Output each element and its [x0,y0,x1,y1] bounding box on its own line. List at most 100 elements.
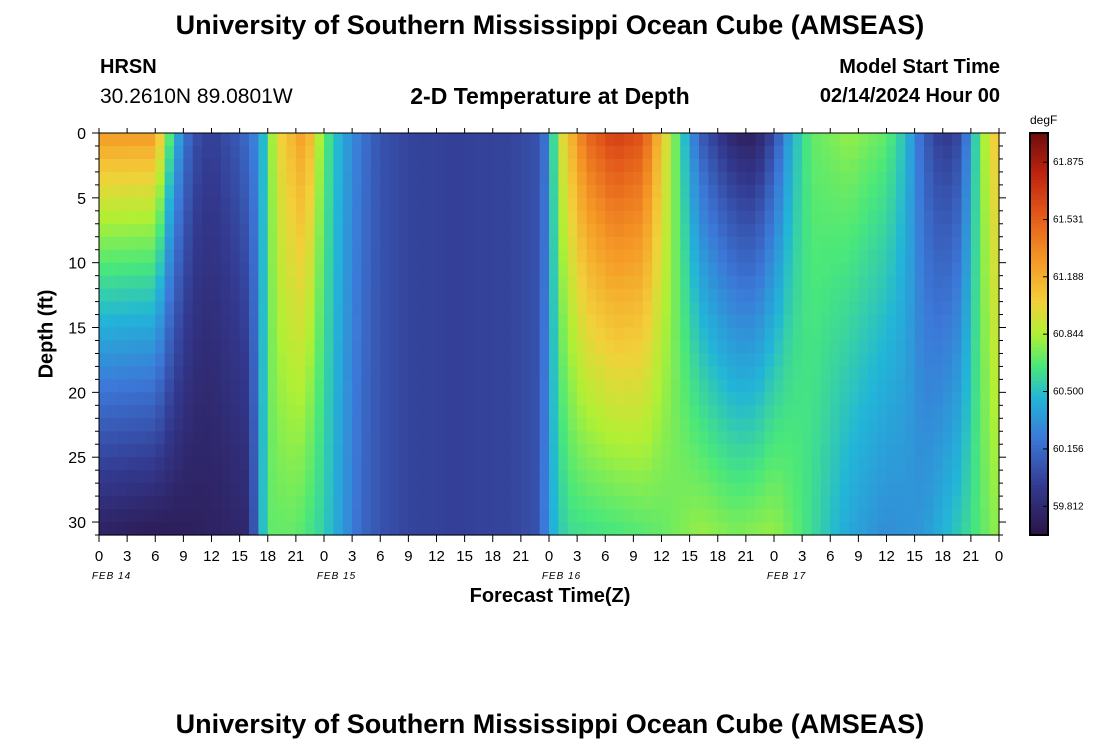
heatmap-cell [380,457,391,471]
heatmap-cell [736,483,747,497]
heatmap-cell [970,431,981,445]
heatmap-cell [877,431,888,445]
heatmap-cell [436,327,447,342]
heatmap-cell [267,133,278,147]
heatmap-cell [708,145,719,160]
heatmap-cell [370,418,381,432]
heatmap-cell [267,392,278,406]
heatmap-cell [502,470,513,484]
heatmap-cell [727,379,738,393]
heatmap-cell [258,444,269,458]
heatmap-cell [755,392,766,406]
heatmap-cell [417,288,428,303]
heatmap-cell [858,158,869,173]
heatmap-cell [342,145,353,160]
heatmap-cell [239,314,250,329]
heatmap-cell [314,366,325,380]
heatmap-cell [764,496,775,510]
heatmap-cell [774,405,784,419]
heatmap-cell [802,470,813,484]
heatmap-cell [652,236,663,251]
heatmap-cell [708,366,719,380]
heatmap-cell [399,366,409,380]
heatmap-cell [258,197,269,212]
heatmap-cell [183,431,194,445]
heatmap-cell [811,431,822,445]
heatmap-cell [483,210,494,225]
heatmap-cell [652,431,663,445]
heatmap-cell [108,509,119,523]
heatmap-cell [708,340,719,355]
heatmap-cell [445,262,456,277]
heatmap-cell [849,197,859,212]
heatmap-cell [792,249,803,264]
heatmap-cell [811,262,822,277]
heatmap-cell [464,145,475,160]
heatmap-cell [117,210,128,225]
heatmap-cell [549,366,559,380]
heatmap-cell [220,418,231,432]
heatmap-cell [127,197,138,212]
heatmap-cell [689,223,700,238]
heatmap-cell [867,522,878,536]
heatmap-cell [333,184,344,199]
heatmap-cell [764,133,775,147]
heatmap-cell [211,236,222,251]
heatmap-cell [586,249,597,264]
heatmap-cell [370,184,381,199]
heatmap-cell [839,275,850,290]
heatmap-cell [624,197,634,212]
heatmap-cell [136,366,147,380]
heatmap-cell [483,353,494,368]
heatmap-cell [520,249,531,264]
heatmap-cell [539,275,550,290]
heatmap-cell [436,405,447,419]
colorbar-swatch [1030,183,1048,188]
heatmap-cell [436,457,447,471]
heatmap-cell [445,405,456,419]
heatmap-cell [408,249,419,264]
heatmap-cell [483,327,494,342]
heatmap-cell [792,379,803,393]
heatmap-cell [324,236,334,251]
heatmap-cell [605,210,616,225]
heatmap-cell [886,210,897,225]
heatmap-cell [586,444,597,458]
heatmap-cell [764,405,775,419]
heatmap-cell [99,327,109,342]
heatmap-cell [755,275,766,290]
heatmap-cell [530,223,541,238]
heatmap-cell [961,392,972,406]
heatmap-cell [708,275,719,290]
heatmap-cell [370,301,381,316]
heatmap-cell [774,158,784,173]
heatmap-cell [924,418,934,432]
heatmap-cell [277,301,288,316]
heatmap-cell [155,314,166,329]
heatmap-cell [820,210,831,225]
heatmap-cell [361,509,372,523]
heatmap-cell [942,288,953,303]
x-tick-label: 12 [653,548,670,565]
heatmap-cell [811,249,822,264]
heatmap-cell [933,366,944,380]
heatmap-cell [436,509,447,523]
heatmap-cell [764,171,775,186]
heatmap-cell [830,405,841,419]
heatmap-cell [680,496,691,510]
heatmap-cell [558,405,569,419]
heatmap-cell [314,133,325,147]
heatmap-cell [755,314,766,329]
colorbar-swatch [1030,280,1048,285]
colorbar-swatch [1030,411,1048,415]
heatmap-cell [914,496,925,510]
heatmap-cell [661,405,672,419]
heatmap-cell [520,210,531,225]
heatmap-cell [99,522,109,536]
heatmap-cell [549,496,559,510]
heatmap-cell [399,431,409,445]
heatmap-cell [202,457,213,471]
heatmap-cell [924,457,934,471]
heatmap-cell [924,405,934,419]
